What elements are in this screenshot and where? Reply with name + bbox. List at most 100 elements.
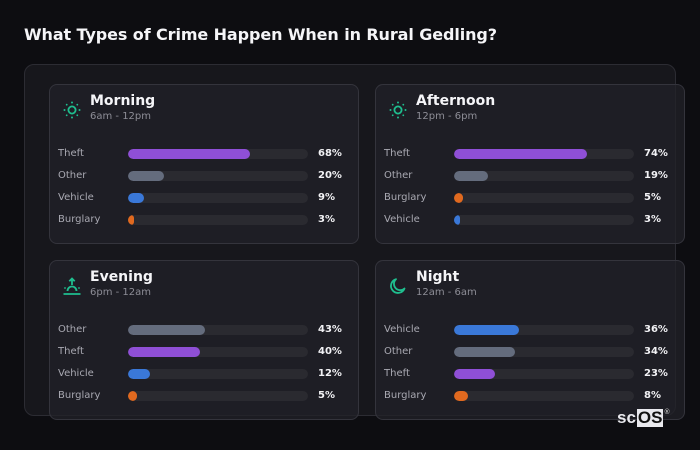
bar-fill-theft (128, 149, 251, 159)
bar-label: Burglary (384, 390, 427, 401)
bar-label: Other (384, 346, 413, 357)
bar-label: Theft (58, 346, 84, 357)
card-title: Evening (90, 269, 153, 285)
bar-row: Vehicle 9% (58, 189, 348, 211)
page-title: What Types of Crime Happen When in Rural… (24, 25, 497, 44)
bar-track (128, 325, 308, 335)
card-night: Night 12am - 6am Vehicle 36% Other 34% T… (375, 260, 685, 420)
bar-value: 5% (644, 192, 661, 203)
bar-fill-vehicle (454, 325, 519, 335)
bar-fill-other (454, 171, 489, 181)
bar-fill-theft (454, 369, 496, 379)
bar-fill-other (128, 171, 164, 181)
bar-row: Other 34% (384, 343, 674, 365)
bar-list: Theft 74% Other 19% Burglary 5% Vehicle … (384, 145, 674, 233)
bar-track (454, 391, 634, 401)
sun-icon (62, 100, 82, 120)
bar-list: Theft 68% Other 20% Vehicle 9% Burglary … (58, 145, 348, 233)
bar-value: 5% (318, 390, 335, 401)
card-subtitle: 12am - 6am (416, 287, 477, 298)
bar-list: Vehicle 36% Other 34% Theft 23% Burglary… (384, 321, 674, 409)
bar-value: 12% (318, 368, 342, 379)
bar-value: 40% (318, 346, 342, 357)
bar-fill-other (128, 325, 206, 335)
bar-label: Other (384, 170, 413, 181)
card-subtitle: 6pm - 12am (90, 287, 152, 298)
bar-fill-burglary (128, 215, 134, 225)
card-header: Afternoon 12pm - 6pm (388, 93, 495, 123)
bar-track (454, 347, 634, 357)
bar-value: 8% (644, 390, 661, 401)
card-title: Night (416, 269, 460, 285)
bar-row: Theft 68% (58, 145, 348, 167)
bar-value: 43% (318, 324, 342, 335)
sun-icon (388, 100, 408, 120)
bar-fill-theft (128, 347, 200, 357)
bar-row: Vehicle 12% (58, 365, 348, 387)
bar-row: Theft 23% (384, 365, 674, 387)
bar-label: Vehicle (384, 214, 420, 225)
bar-track (128, 149, 308, 159)
bar-label: Burglary (58, 390, 101, 401)
bar-row: Other 43% (58, 321, 348, 343)
bar-label: Burglary (58, 214, 101, 225)
bar-row: Vehicle 3% (384, 211, 674, 233)
bar-value: 3% (644, 214, 661, 225)
scos-logo: sc OS ® (617, 409, 670, 427)
card-morning: Morning 6am - 12pm Theft 68% Other 20% V… (49, 84, 359, 244)
bar-value: 23% (644, 368, 668, 379)
card-header: Night 12am - 6am (388, 269, 477, 299)
bar-track (454, 325, 634, 335)
bar-value: 74% (644, 148, 668, 159)
bar-fill-vehicle (128, 193, 145, 203)
card-subtitle: 12pm - 6pm (416, 111, 478, 122)
card-evening: Evening 6pm - 12am Other 43% Theft 40% V… (49, 260, 359, 420)
bar-row: Burglary 5% (58, 387, 348, 409)
bar-row: Other 20% (58, 167, 348, 189)
logo-text-sc: sc (617, 408, 636, 427)
bar-label: Other (58, 170, 87, 181)
bar-fill-burglary (454, 391, 469, 401)
bar-track (128, 193, 308, 203)
bar-value: 9% (318, 192, 335, 203)
bar-track (454, 171, 634, 181)
bar-fill-vehicle (128, 369, 150, 379)
bar-label: Vehicle (58, 368, 94, 379)
bar-track (128, 215, 308, 225)
bar-row: Burglary 8% (384, 387, 674, 409)
bar-row: Vehicle 36% (384, 321, 674, 343)
bar-track (454, 369, 634, 379)
bar-track (128, 347, 308, 357)
bar-row: Burglary 5% (384, 189, 674, 211)
bar-value: 3% (318, 214, 335, 225)
card-header: Morning 6am - 12pm (62, 93, 155, 123)
logo-text-os: OS (636, 408, 664, 427)
bar-fill-vehicle (454, 215, 460, 225)
bar-track (454, 215, 634, 225)
bar-value: 19% (644, 170, 668, 181)
card-title: Morning (90, 93, 156, 109)
bar-row: Theft 40% (58, 343, 348, 365)
bar-value: 20% (318, 170, 342, 181)
bar-list: Other 43% Theft 40% Vehicle 12% Burglary… (58, 321, 348, 409)
bar-label: Theft (58, 148, 84, 159)
bar-fill-other (454, 347, 516, 357)
moon-icon (388, 276, 408, 296)
bar-track (128, 369, 308, 379)
bar-fill-burglary (454, 193, 463, 203)
bar-label: Theft (384, 148, 410, 159)
bar-row: Other 19% (384, 167, 674, 189)
bar-track (454, 149, 634, 159)
bar-label: Other (58, 324, 87, 335)
bar-track (128, 391, 308, 401)
bar-value: 36% (644, 324, 668, 335)
card-title: Afternoon (416, 93, 496, 109)
card-header: Evening 6pm - 12am (62, 269, 153, 299)
bar-row: Burglary 3% (58, 211, 348, 233)
bar-track (454, 193, 634, 203)
bar-label: Theft (384, 368, 410, 379)
bar-fill-burglary (128, 391, 137, 401)
sunset-icon (62, 276, 82, 296)
card-subtitle: 6am - 12pm (90, 111, 152, 122)
bar-track (128, 171, 308, 181)
